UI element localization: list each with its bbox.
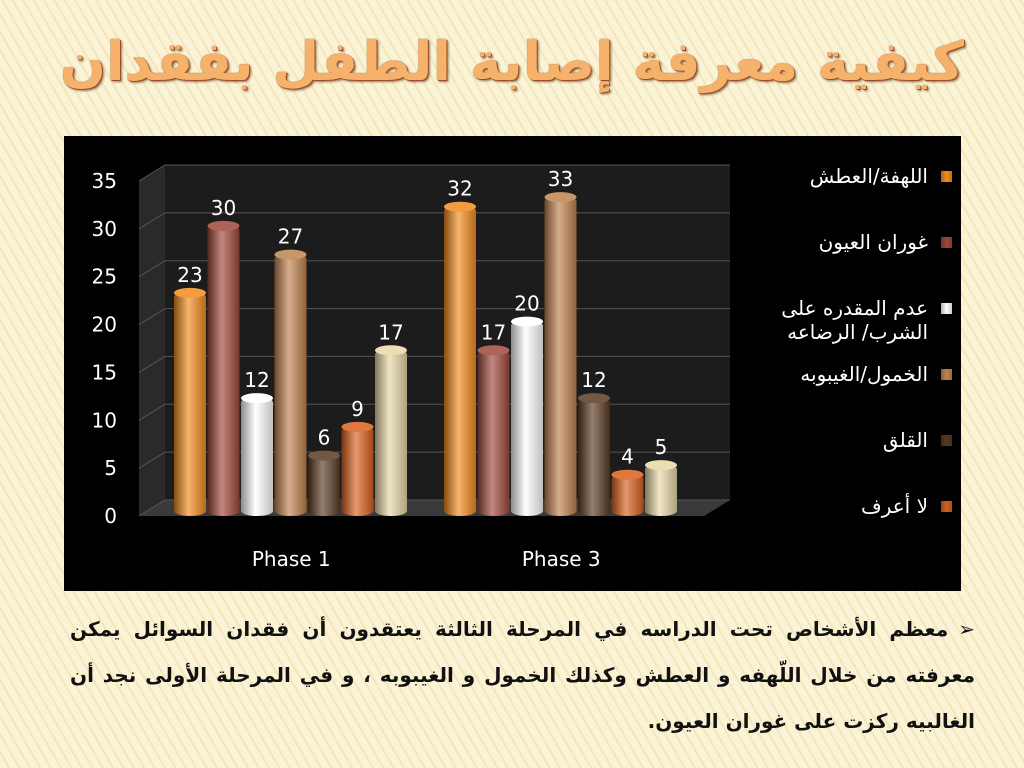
data-label: 4 (621, 445, 634, 469)
data-label: 12 (581, 368, 606, 392)
legend-swatch (941, 435, 952, 446)
legend-item: غوران العيون (728, 230, 952, 254)
bar-cap (511, 316, 543, 327)
legend-label: عدم المقدره على الشرب/ الرضاعه (781, 296, 928, 344)
bar (645, 464, 677, 516)
bar-cap (645, 460, 677, 471)
legend-swatch (941, 501, 952, 512)
y-tick-label: 30 (92, 217, 117, 241)
legend-item: الخمول/الغيبوبه (728, 362, 952, 386)
legend-swatch (941, 171, 952, 182)
bar-cap (611, 469, 644, 480)
bar (341, 425, 374, 516)
y-tick-label: 5 (104, 456, 117, 480)
bar-cap (578, 393, 610, 404)
bar-cap (477, 345, 510, 356)
bar (274, 253, 307, 517)
bar-cap (207, 220, 240, 231)
y-tick-label: 35 (92, 169, 117, 193)
data-label: 12 (244, 368, 269, 392)
y-tick-label: 20 (92, 313, 117, 337)
chart-plot: 0 5 10 15 20 25 30 35 23 30 12 27 69 17 Phase 1 32 17 20 3… (92, 164, 730, 571)
arrow-bullet-icon: ➢ (958, 617, 975, 641)
legend-item: عدم المقدره على الشرب/ الرضاعه (728, 296, 952, 344)
data-label: 27 (278, 225, 303, 249)
data-label: 23 (177, 263, 202, 287)
bar (308, 454, 340, 516)
chart-side-wall (139, 165, 165, 516)
y-tick-label: 10 (92, 408, 117, 432)
legend-item: اللهفة/العطش (728, 164, 952, 188)
bar-cap (444, 201, 476, 212)
data-label: 5 (655, 435, 668, 459)
legend-label: القلق (882, 428, 928, 452)
bar (444, 205, 476, 516)
category-label: Phase 1 (252, 547, 331, 571)
bar-cap (341, 421, 374, 432)
data-label: 30 (211, 196, 236, 220)
legend-item: القلق (728, 428, 952, 452)
y-tick-label: 15 (92, 360, 117, 384)
legend-item: لا أعرف (728, 494, 952, 518)
gridline (138, 164, 730, 182)
bar (207, 224, 240, 516)
bar-cap (241, 393, 273, 404)
data-label: 17 (481, 320, 506, 344)
data-label: 32 (447, 177, 472, 201)
legend-swatch (941, 237, 952, 248)
data-label: 33 (548, 167, 573, 191)
gridline (138, 308, 730, 325)
data-label: 17 (378, 320, 403, 344)
bar-cap (274, 249, 307, 260)
legend-label: غوران العيون (818, 230, 928, 254)
legend-swatch (941, 303, 952, 314)
data-label: 6 (318, 426, 331, 450)
bar (511, 320, 543, 516)
body-paragraph: ➢معظم الأشخاص تحت الدراسه في المرحلة الث… (70, 606, 975, 744)
legend-swatch (941, 369, 952, 380)
bar (174, 291, 206, 516)
bar-cap (544, 192, 577, 203)
legend-label: اللهفة/العطش (809, 164, 928, 188)
bar (578, 397, 610, 516)
bar (544, 196, 577, 516)
bar-cap (375, 345, 407, 356)
data-label: 20 (514, 292, 539, 316)
gridline (138, 260, 730, 278)
y-tick-label: 0 (104, 504, 117, 528)
chart: 0 5 10 15 20 25 30 35 23 30 12 27 6 9 17 Phase 1 32 17 20 3… (64, 136, 961, 591)
bar (241, 397, 273, 516)
bar (375, 349, 407, 516)
y-tick-label: 25 (92, 265, 117, 289)
gridline (138, 212, 730, 230)
bar-cap (174, 287, 206, 298)
data-label: 9 (351, 397, 364, 421)
legend-label: لا أعرف (860, 494, 928, 518)
bar-cap (308, 450, 340, 461)
slide-title: كيفية معرفة إصابة الطفل بفقدان (59, 30, 965, 93)
paragraph-text: معظم الأشخاص تحت الدراسه في المرحلة الثا… (70, 617, 975, 733)
legend-label: الخمول/الغيبوبه (800, 362, 928, 386)
category-label: Phase 3 (522, 547, 601, 571)
bar (611, 473, 644, 516)
bar (477, 349, 510, 516)
